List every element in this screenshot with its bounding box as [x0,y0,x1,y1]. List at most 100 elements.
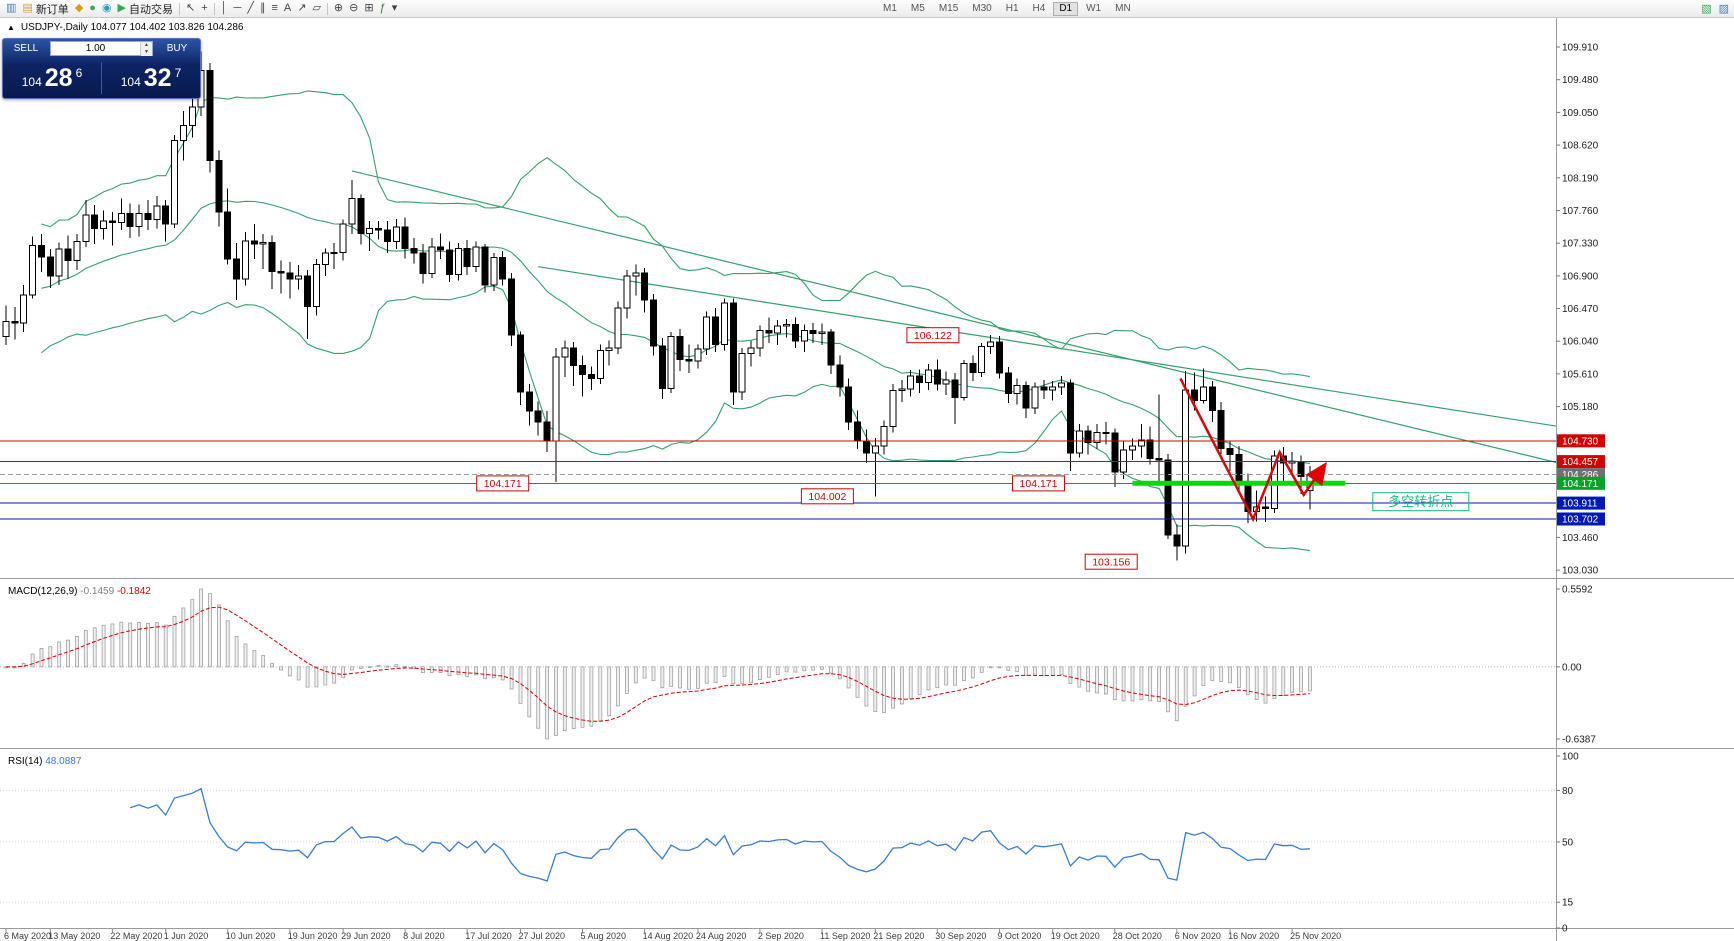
auto-trading-button[interactable]: ▶ 自动交易 [115,1,176,17]
price-callout-104.002: 104.002 [808,491,846,503]
chart-list-icon[interactable]: ▨ [1718,2,1729,15]
channel-icon[interactable]: ∥ [257,1,269,17]
svg-text:80: 80 [1562,786,1574,797]
bollinger-bands [41,90,1310,552]
horizontal-lines[interactable] [0,440,1556,520]
price-badge-103.702: 103.702 [1562,515,1599,526]
bollinger-upper-band [41,90,1310,378]
svg-text:103.030: 103.030 [1562,566,1599,577]
svg-text:109.050: 109.050 [1562,108,1599,119]
svg-text:100: 100 [1562,752,1579,763]
timeframe-m15-button[interactable]: M15 [938,3,959,14]
charts-grid-icon: ▥ [6,2,17,14]
indicator-labels: MACD(12,26,9) -0.1459 -0.1842 0.5592 0.00 -… [8,585,1596,935]
one-click-trading-widget: SELL 1.00 ▲ ▼ BUY 104 28 6 104 32 7 [2,38,201,99]
zigzag-annotation[interactable] [1179,377,1327,523]
text-tool-icon: A [283,2,292,14]
horizontal-line-icon: ─ [233,2,242,14]
svg-text:107.760: 107.760 [1562,206,1599,217]
tile-windows-icon: ⊞ [364,2,374,14]
volume-increase-icon[interactable]: ▲ [141,42,152,49]
volume-value[interactable]: 1.00 [85,43,106,54]
date-label: 22 May 2020 [110,931,162,941]
charts-grid-icon[interactable]: ▥ [3,1,19,17]
bollinger-middle-band [41,200,1310,465]
new-order-button-label: 新订单 [35,3,69,16]
svg-text:108.620: 108.620 [1562,141,1599,152]
timeframe-h1-button[interactable]: H1 [1005,3,1019,14]
indicators-icon[interactable]: ƒ [377,1,389,17]
crosshair-icon: + [201,2,208,14]
bollinger-lower-band [41,285,1310,552]
svg-text:109.480: 109.480 [1562,75,1599,86]
cursor-icon[interactable]: ↖ [183,1,198,17]
chart-profile-icon[interactable]: ▧ [1701,2,1712,15]
cursor-icon: ↖ [186,2,196,14]
sell-button[interactable]: SELL [13,43,39,54]
date-label: 8 Jul 2020 [403,931,445,941]
channel-icon: ∥ [259,2,266,14]
timeframe-m1-button[interactable]: M1 [883,3,897,14]
date-label: 19 Oct 2020 [1051,931,1100,941]
zoom-out-icon[interactable]: ⊖ [346,1,361,17]
volume-stepper[interactable]: 1.00 ▲ ▼ [50,41,153,56]
collapse-trade-panel-icon[interactable]: ▲ [7,22,15,32]
svg-text:-0.6387: -0.6387 [1562,735,1596,746]
tile-windows-icon[interactable]: ⊞ [361,1,376,17]
svg-text:109.910: 109.910 [1562,43,1599,54]
volume-decrease-icon[interactable]: ▼ [141,49,152,56]
toolbar: ▥ ▤ 新订单 ◆ ● ◉ ▶ 自动交易 ↖ + │ ─ ╱ ∥ ≡ A ↗ ▱ ⊕ ⊖ ⊞ ƒ ▾ M1 M5 M15 M30 H1… [0,0,1734,18]
date-label: 6 Nov 2020 [1175,931,1221,941]
timeframe-m5-button[interactable]: M5 [910,3,925,14]
timeframe-m30-button[interactable]: M30 [972,3,992,14]
price-badge-104.286: 104.286 [1562,470,1599,481]
trade-widget-top-row: SELL 1.00 ▲ ▼ BUY [3,39,200,58]
svg-text:50: 50 [1562,838,1574,849]
date-label: 16 Nov 2020 [1228,931,1279,941]
horizontal-line-icon[interactable]: ─ [231,1,245,17]
price-label-callouts[interactable]: 106.122 104.171 104.002 104.171 103.156 [476,327,1138,570]
zoom-in-icon[interactable]: ⊕ [331,1,346,17]
timeframe-w1-button[interactable]: W1 [1086,3,1102,14]
trendlines[interactable] [351,170,1558,463]
indicators-icon: ƒ [379,2,386,14]
text-tool-icon[interactable]: A [281,1,294,17]
sell-price-display[interactable]: 104 28 6 [3,63,101,92]
panel-frame [0,18,1734,941]
vertical-line-icon[interactable]: │ [218,1,231,17]
favorites-icon[interactable]: ◆ [72,1,86,17]
chart-title: USDJPY-,Daily 104.077 104.402 103.826 10… [20,22,244,33]
buy-pips: 32 [143,63,172,92]
price-axis[interactable]: 109.910 109.480 109.050 108.620 108.190 107.7… [1556,43,1605,577]
sell-pips: 28 [44,63,73,92]
price-badge-104.457: 104.457 [1562,457,1599,468]
market-watch-icon[interactable]: ● [86,1,99,17]
date-label: 27 Jul 2020 [519,931,566,941]
shapes-tool-icon: ▱ [312,2,321,14]
svg-text:0.00: 0.00 [1562,662,1582,673]
timeframe-h4-button[interactable]: H4 [1032,3,1046,14]
trendline-icon[interactable]: ╱ [244,1,257,17]
timeframe-group: M1 M5 M15 M30 H1 H4 D1 W1 MN [876,0,1138,18]
svg-text:106.900: 106.900 [1562,271,1599,282]
data-window-icon[interactable]: ◉ [99,1,115,17]
svg-text:105.180: 105.180 [1562,402,1599,413]
timeframe-mn-button[interactable]: MN [1115,3,1131,14]
svg-text:103.460: 103.460 [1562,533,1599,544]
turning-point-annotation[interactable]: 多空转折点 [1372,492,1470,512]
new-order-button[interactable]: ▤ 新订单 [19,1,71,17]
arrows-tool-icon[interactable]: ↗ [294,1,309,17]
buy-price-display[interactable]: 104 32 7 [102,63,200,92]
buy-button[interactable]: BUY [166,43,188,54]
date-label: 30 Sep 2020 [935,931,986,941]
crosshair-icon[interactable]: + [198,1,210,17]
fibonacci-icon[interactable]: ≡ [268,1,280,17]
date-label: 6 May 2020 [4,931,51,941]
toolbar-separator [213,2,215,15]
date-label: 17 Jul 2020 [465,931,512,941]
templates-icon[interactable]: ▾ [389,1,401,17]
timeframe-d1-button[interactable]: D1 [1053,2,1079,16]
shapes-tool-icon[interactable]: ▱ [309,1,323,17]
